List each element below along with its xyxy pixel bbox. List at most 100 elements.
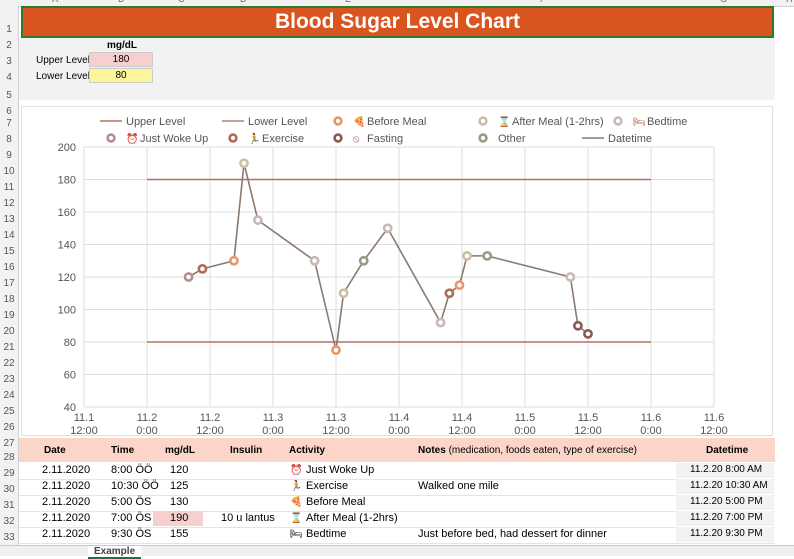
legend-marker-swatch [228, 133, 238, 143]
cell-activity[interactable]: 🛏 Bedtime [290, 528, 346, 540]
log-table-header [19, 438, 775, 462]
cell-mgdl[interactable]: 120 [170, 464, 189, 476]
cell-mgdl[interactable]: 130 [170, 496, 189, 508]
header-activity[interactable]: Activity [289, 445, 326, 456]
blood-sugar-chart[interactable]: 40 60 80 100 120 140 160 180 200 11.1 12:00 11.2 0:0… [21, 106, 773, 437]
row-number[interactable]: 29 [3, 468, 15, 479]
cell-mgdl[interactable]: 125 [170, 480, 189, 492]
data-point [197, 263, 208, 274]
header-time[interactable]: Time [111, 445, 135, 456]
cell-date[interactable]: 2.11.2020 [42, 528, 91, 540]
cell-mgdl[interactable]: 190 [170, 512, 189, 524]
row-number[interactable]: 22 [3, 358, 15, 369]
cell-insulin[interactable]: 10 u lantus [221, 512, 275, 524]
row-number[interactable]: 20 [3, 326, 15, 337]
row-number[interactable]: 3 [6, 56, 12, 67]
row-number[interactable]: 28 [3, 452, 15, 463]
row-number[interactable]: 2 [6, 40, 12, 51]
cell-time[interactable]: 5:00 ÖS [111, 496, 152, 508]
row-number[interactable]: 26 [3, 422, 15, 433]
header-insulin[interactable]: Insulin [230, 445, 263, 456]
table-row[interactable] [19, 463, 775, 480]
cell-time[interactable]: 7:00 ÖS [111, 512, 152, 524]
header-notes[interactable]: Notes (medication, foods eaten, type of … [418, 445, 637, 456]
cell-time[interactable]: 10:30 ÖÖ [111, 480, 159, 492]
row-number[interactable]: 5 [6, 90, 12, 101]
cell-date[interactable]: 2.11.2020 [42, 480, 91, 492]
table-row[interactable] [19, 527, 775, 544]
cell-datetime[interactable]: 11.2.20 5:00 PM [690, 496, 763, 507]
cell-mgdl[interactable]: 155 [170, 528, 189, 540]
column-letter-c[interactable]: C [178, 0, 185, 4]
row-number[interactable]: 1 [6, 24, 12, 35]
unit-header[interactable]: mg/dL [107, 40, 137, 51]
row-number[interactable]: 17 [3, 278, 15, 289]
hourglass-icon: ⌛ [290, 513, 303, 524]
lower-level-value[interactable]: 80 [89, 68, 153, 83]
cell-activity[interactable]: 🍕 Before Meal [290, 496, 365, 508]
header-notes-label: Notes [418, 445, 446, 456]
column-letter-e[interactable]: E [345, 0, 351, 4]
row-number[interactable]: 27 [3, 438, 15, 449]
table-row[interactable] [19, 511, 775, 528]
x-tick-label: 12:00 [70, 425, 98, 435]
cell-datetime[interactable]: 11.2.20 8:00 AM [690, 464, 763, 475]
row-number[interactable]: 33 [3, 532, 15, 543]
row-number[interactable]: 25 [3, 406, 15, 417]
row-number[interactable]: 30 [3, 484, 15, 495]
lower-level-label[interactable]: Lower Level [36, 71, 90, 82]
cell-activity[interactable]: 🏃 Exercise [290, 480, 348, 492]
row-number[interactable]: 11 [3, 182, 15, 193]
row-number[interactable]: 23 [3, 374, 15, 385]
table-row[interactable] [19, 479, 775, 496]
cell-notes[interactable]: Just before bed, had dessert for dinner [418, 528, 607, 540]
header-datetime[interactable]: Datetime [706, 445, 749, 456]
row-number[interactable]: 31 [3, 500, 15, 511]
cell-date[interactable]: 2.11.2020 [42, 496, 91, 508]
cell-datetime[interactable]: 11.2.20 7:00 PM [690, 512, 763, 523]
row-number[interactable]: 21 [3, 342, 15, 353]
row-number[interactable]: 19 [3, 310, 15, 321]
tab-example[interactable]: Example [88, 546, 142, 559]
x-tick-label: 11.4 [452, 412, 473, 424]
row-number[interactable]: 7 [6, 118, 12, 129]
y-tick-label: 180 [58, 175, 76, 187]
row-number[interactable]: 24 [3, 390, 15, 401]
header-date[interactable]: Date [44, 445, 66, 456]
cell-activity[interactable]: ⌛ After Meal (1-2hrs) [290, 512, 398, 524]
column-letter-g[interactable]: G [720, 0, 727, 4]
column-letter-b[interactable]: B [118, 0, 124, 4]
legend-marker-swatch [333, 133, 343, 143]
column-letter-a[interactable]: A [52, 0, 58, 4]
cell-date[interactable]: 2.11.2020 [42, 512, 91, 524]
row-number[interactable]: 16 [3, 262, 15, 273]
cell-date[interactable]: 2.11.2020 [42, 464, 91, 476]
row-number[interactable]: 13 [3, 214, 15, 225]
column-letter-h[interactable]: H [786, 0, 793, 4]
cell-datetime[interactable]: 11.2.20 9:30 PM [690, 528, 763, 539]
row-number[interactable]: 9 [6, 150, 12, 161]
row-number[interactable]: 6 [6, 106, 12, 117]
x-tick-label: 12:00 [322, 425, 350, 435]
cell-datetime[interactable]: 11.2.20 10:30 AM [690, 480, 768, 491]
table-row[interactable] [19, 495, 775, 512]
cell-notes[interactable]: Walked one mile [418, 480, 499, 492]
y-tick-label: 200 [58, 142, 76, 154]
row-number[interactable]: 15 [3, 246, 15, 257]
row-number[interactable]: 18 [3, 294, 15, 305]
row-number[interactable]: 14 [3, 230, 15, 241]
row-number[interactable]: 32 [3, 516, 15, 527]
upper-level-label[interactable]: Upper Level [36, 55, 90, 66]
upper-level-value[interactable]: 180 [89, 52, 153, 67]
page-title[interactable]: Blood Sugar Level Chart [21, 6, 774, 38]
column-letter-f[interactable]: F [540, 0, 546, 4]
cell-time[interactable]: 9:30 ÖS [111, 528, 152, 540]
row-number[interactable]: 4 [6, 72, 12, 83]
header-mgdl[interactable]: mg/dL [165, 445, 195, 456]
row-number[interactable]: 10 [3, 166, 15, 177]
row-number[interactable]: 8 [6, 134, 12, 145]
cell-time[interactable]: 8:00 ÖÖ [111, 464, 153, 476]
column-letter-d[interactable]: D [240, 0, 247, 4]
row-number[interactable]: 12 [3, 198, 15, 209]
cell-activity[interactable]: ⏰ Just Woke Up [290, 464, 374, 476]
